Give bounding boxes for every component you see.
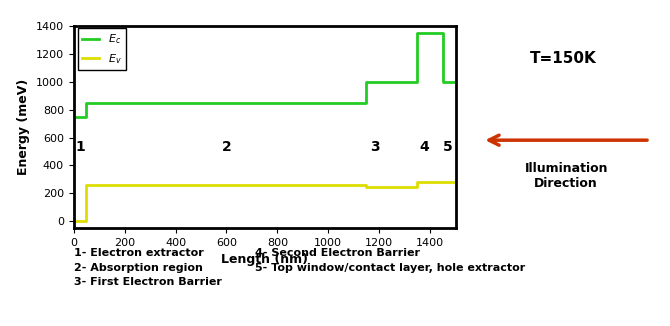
X-axis label: Length (nm): Length (nm): [221, 254, 308, 266]
Text: 1- Electron extractor
2- Absorption region
3- First Electron Barrier: 1- Electron extractor 2- Absorption regi…: [74, 248, 222, 287]
Text: 3: 3: [371, 141, 380, 154]
Text: 4: 4: [419, 141, 429, 154]
Text: 5: 5: [443, 141, 453, 154]
Text: 1: 1: [75, 141, 85, 154]
Text: T=150K: T=150K: [529, 51, 596, 66]
Text: 4- Second Electron Barrier
5- Top window/contact layer, hole extractor: 4- Second Electron Barrier 5- Top window…: [255, 248, 525, 273]
Y-axis label: Energy (meV): Energy (meV): [17, 79, 30, 175]
Text: Illumination
Direction: Illumination Direction: [525, 162, 608, 190]
Text: 2: 2: [222, 141, 231, 154]
Legend: $E_c$, $E_v$: $E_c$, $E_v$: [78, 28, 126, 70]
